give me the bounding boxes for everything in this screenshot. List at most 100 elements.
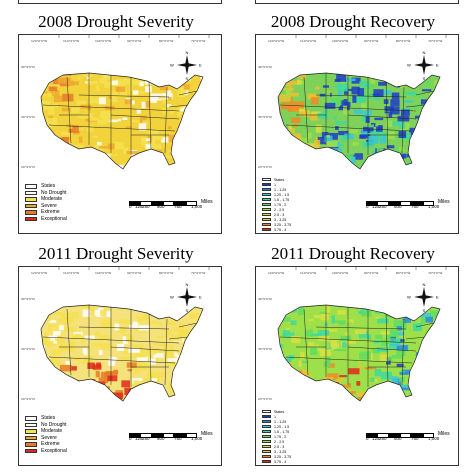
raster-cell	[91, 342, 104, 347]
raster-cell	[61, 131, 71, 136]
raster-cell	[282, 333, 287, 336]
raster-cell	[336, 163, 346, 168]
raster-cell	[140, 157, 145, 165]
raster-cell	[421, 316, 425, 325]
longitude-tick-label: 80°0'0"W	[396, 271, 411, 275]
raster-cell	[387, 131, 395, 140]
legend-item: 3.75 - 4	[262, 227, 291, 232]
raster-cell	[375, 311, 383, 314]
raster-cell	[279, 402, 289, 407]
legend-item: 2 - 2.5	[262, 439, 291, 444]
raster-cell	[54, 156, 60, 162]
raster-cell	[379, 339, 387, 347]
raster-cell	[61, 107, 71, 112]
raster-cell	[340, 135, 346, 142]
raster-cell	[47, 324, 59, 332]
legend-label: No Drought	[41, 189, 67, 196]
raster-cell	[94, 331, 101, 337]
raster-cell	[76, 100, 86, 106]
raster-cell	[429, 361, 437, 365]
raster-cell	[379, 135, 387, 144]
raster-cell	[199, 81, 203, 86]
raster-cell	[358, 334, 371, 340]
raster-cell	[433, 80, 440, 86]
raster-cell	[148, 128, 158, 135]
raster-cell	[132, 363, 143, 371]
raster-cell	[291, 117, 300, 124]
raster-cell	[99, 78, 107, 84]
raster-cell	[278, 314, 284, 320]
raster-cell	[369, 378, 375, 383]
scale-tick-label: 1,000	[191, 204, 203, 209]
legend-label: Severe	[41, 434, 57, 441]
raster-cell	[418, 122, 425, 128]
raster-cell	[153, 157, 161, 165]
raster-cell	[164, 73, 173, 78]
legend-swatch	[262, 182, 271, 187]
raster-cell	[111, 80, 119, 86]
raster-cell	[412, 73, 420, 77]
raster-cell	[100, 342, 111, 350]
north-arrow-icon: N S W E	[170, 282, 202, 313]
raster-cell	[44, 331, 49, 338]
legend-swatch	[25, 435, 37, 440]
raster-cell	[348, 388, 353, 391]
raster-cell	[375, 316, 380, 319]
raster-cell	[71, 334, 79, 340]
raster-cell	[327, 356, 331, 365]
raster-cell	[73, 332, 83, 336]
raster-cell	[325, 91, 331, 97]
scale-unit-label: Miles	[438, 431, 450, 437]
raster-cell	[292, 101, 305, 109]
raster-cell	[182, 400, 194, 401]
raster-cell	[327, 363, 335, 368]
raster-cell	[279, 360, 286, 366]
raster-cell	[391, 148, 402, 153]
raster-cell	[337, 90, 343, 97]
raster-cell	[171, 313, 181, 317]
raster-cell	[53, 95, 63, 103]
raster-cell	[404, 91, 417, 96]
raster-cell	[441, 339, 449, 346]
state-boundaries	[279, 305, 435, 387]
national-border	[40, 72, 204, 170]
raster-cell	[336, 74, 347, 82]
raster-cell	[123, 350, 130, 355]
map-frame: N S W E 120°0'0"W 110°0'0"W 100°0'0"W 90°0'0"W 8…	[255, 34, 459, 234]
legend-swatch	[262, 444, 271, 449]
raster-cell	[392, 78, 405, 83]
raster-cell	[321, 132, 329, 139]
longitude-tick-label: 110°0'0"W	[300, 39, 317, 43]
raster-cell	[421, 312, 431, 318]
raster-cell	[47, 74, 54, 81]
raster-cell	[138, 348, 150, 356]
raster-cell	[322, 149, 332, 156]
scale-tick-label: 1,000	[428, 436, 440, 441]
legend-swatch	[25, 210, 37, 215]
legend-label: 2 - 2.5	[274, 439, 285, 444]
raster-cell	[133, 77, 140, 86]
raster-cell	[306, 132, 312, 139]
raster-cell	[166, 104, 172, 108]
state-boundary	[78, 326, 170, 330]
raster-cell	[52, 311, 64, 316]
legend-swatch	[25, 448, 37, 453]
legend-label: Moderate	[41, 196, 63, 203]
raster-cell	[376, 147, 384, 154]
raster-cell	[373, 89, 384, 98]
raster-cell	[384, 106, 394, 112]
state-boundary	[415, 322, 435, 328]
raster-cell	[384, 367, 395, 371]
raster-cell	[391, 376, 399, 384]
raster-cell	[119, 356, 132, 360]
raster-cell	[87, 81, 93, 86]
raster-cell	[418, 140, 423, 145]
raster-cell	[389, 328, 398, 333]
raster-cell	[108, 119, 118, 123]
raster-cell	[327, 373, 339, 380]
raster-cell	[93, 158, 100, 166]
raster-cell	[108, 360, 115, 366]
raster-cell	[283, 147, 294, 152]
raster-cell	[60, 312, 71, 321]
scale-bar: Miles 0 125 250 500 750 1,000	[129, 199, 213, 210]
